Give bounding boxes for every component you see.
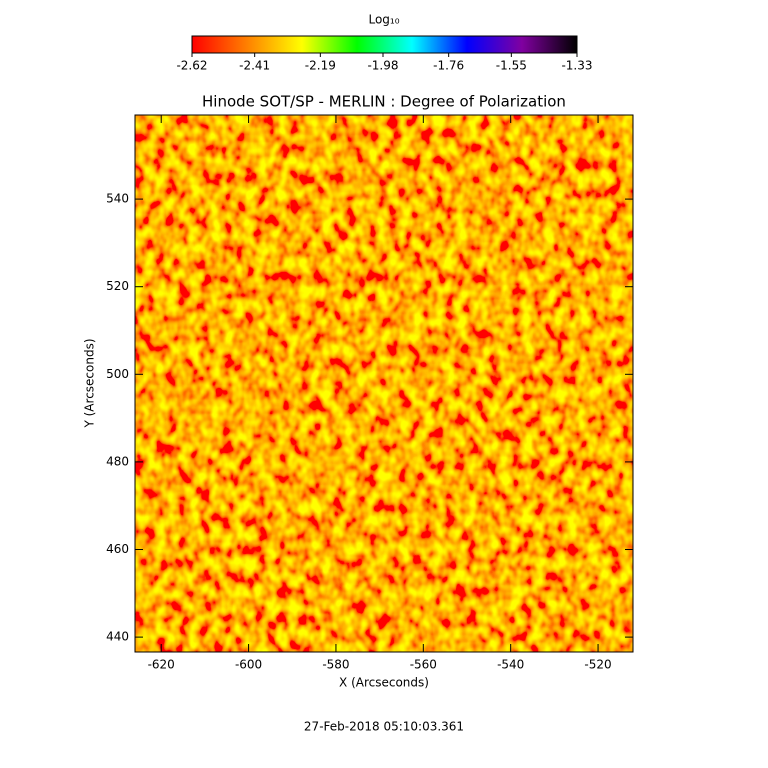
colorbar-tick-label: -1.33 <box>561 59 592 73</box>
colorbar-tick-label: -2.62 <box>176 59 207 73</box>
y-tick-label: 460 <box>106 542 129 556</box>
y-tick-label: 520 <box>106 279 129 293</box>
plot-frame <box>134 114 634 653</box>
colorbar-tick-label: -1.98 <box>367 59 398 73</box>
y-tick-label: 540 <box>106 192 129 206</box>
footer: 27-Feb-2018 05:10:03.361 <box>304 720 464 734</box>
x-tick-label: -600 <box>235 658 262 672</box>
x-tick-label: -520 <box>584 658 611 672</box>
chart-title: Hinode SOT/SP - MERLIN : Degree of Polar… <box>202 93 566 111</box>
colorbar-tick-label: -2.19 <box>305 59 336 73</box>
x-tick-label: -620 <box>148 658 175 672</box>
x-tick-label: -580 <box>322 658 349 672</box>
x-tick-label: -540 <box>497 658 524 672</box>
y-tick-label: 500 <box>106 367 129 381</box>
y-axis-label: Y (Arcseconds) <box>83 338 97 428</box>
x-tick-label: -560 <box>410 658 437 672</box>
colorbar <box>191 35 578 54</box>
colorbar-tick-label: -1.76 <box>433 59 464 73</box>
colorbar-tick-label: -2.41 <box>239 59 270 73</box>
y-tick-label: 480 <box>106 454 129 468</box>
y-tick-label: 440 <box>106 630 129 644</box>
colorbar-tick-label: -1.55 <box>496 59 527 73</box>
solar-image <box>135 115 633 652</box>
x-axis-label: X (Arcseconds) <box>339 676 429 690</box>
colorbar-title: Log₁₀ <box>368 13 399 27</box>
